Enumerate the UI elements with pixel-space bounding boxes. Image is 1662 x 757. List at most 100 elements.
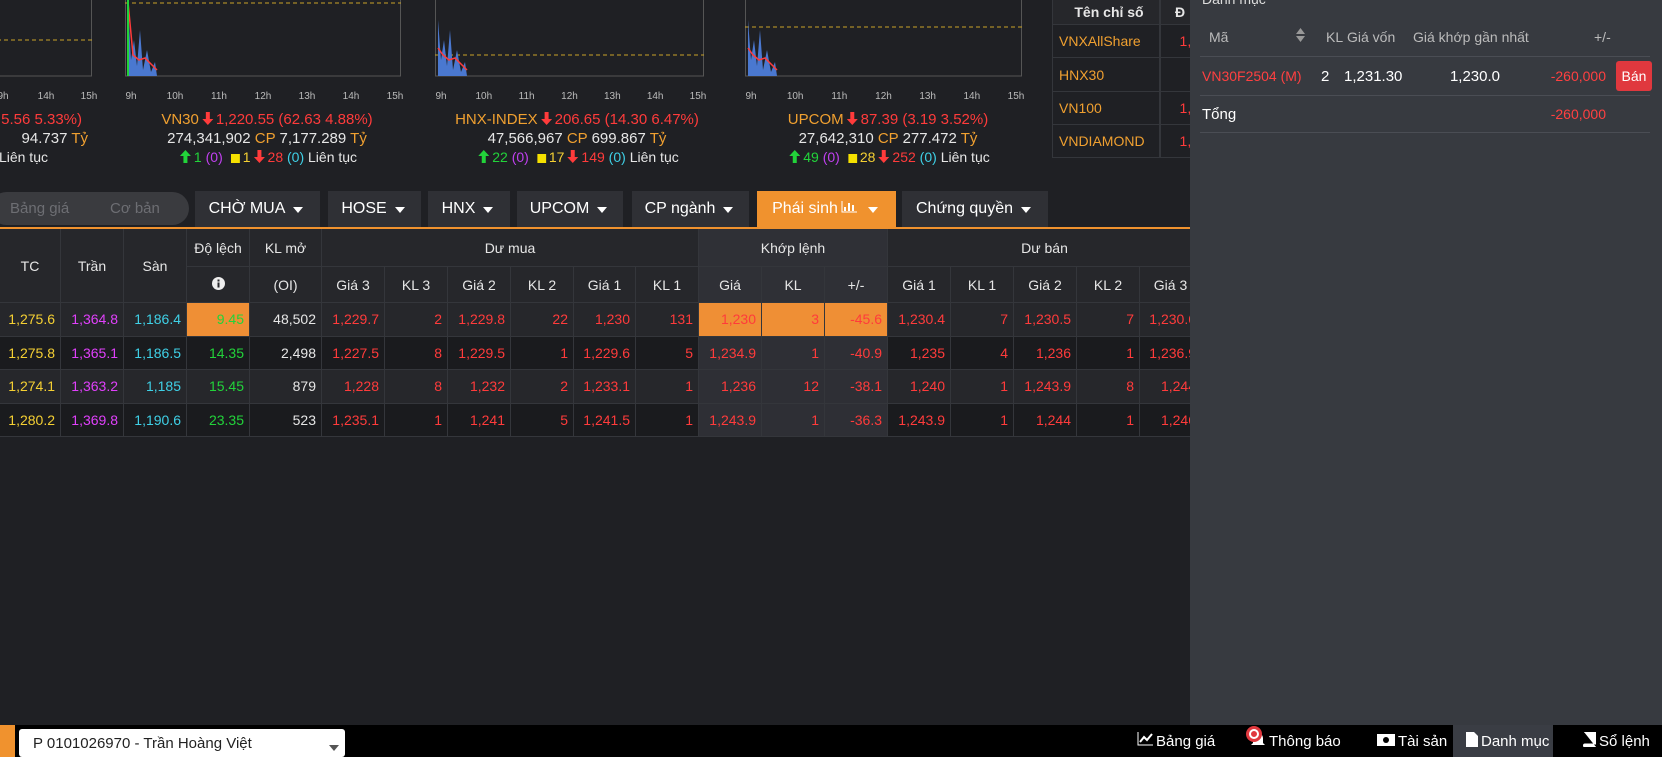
table-cell: 1,243.9 (888, 403, 951, 437)
sub-header: Giá 1 (574, 267, 636, 303)
group-header: Khớp lệnh (699, 229, 888, 267)
portfolio-header: Giá khớp gần nhất (1413, 29, 1529, 45)
down-arrow (201, 111, 213, 129)
tab[interactable]: CHỜ MUA (195, 191, 320, 227)
table-cell: 879 (250, 370, 322, 404)
footer-marker (0, 725, 15, 757)
nav-icon (1582, 731, 1597, 751)
account-text: P 0101026970 - Trần Hoàng Việt (33, 735, 252, 752)
sub-header: KL 1 (951, 267, 1014, 303)
index-volume-line: 94.737 Tỷ (22, 130, 88, 147)
total-label: Tổng (1202, 106, 1237, 123)
quantity: 2 (1321, 68, 1330, 85)
nav-item[interactable]: Tài sản (1364, 725, 1457, 757)
portfolio-header: Giá vốn (1347, 29, 1396, 45)
up-note: (0) (205, 149, 223, 165)
nav-item[interactable]: Bảng giá (1124, 725, 1225, 757)
footer-bar: P 0101026970 - Trần Hoàng Việt Bảng giá Th… (0, 725, 1662, 757)
time-label: 12h (875, 91, 892, 102)
sell-button[interactable]: Bán (1616, 61, 1652, 91)
caret (867, 200, 878, 218)
sub-header: Giá 1 (888, 267, 951, 303)
table-cell: 523 (250, 403, 322, 437)
table-cell: 8 (385, 336, 448, 370)
nav-icon (1137, 732, 1153, 750)
panel-title: Danh mục (1202, 0, 1266, 7)
value: 699.867 (591, 130, 646, 147)
up-note: (0) (822, 149, 840, 165)
tab-label: CHỜ MUA (208, 200, 286, 217)
time-label: 13h (298, 91, 316, 102)
table-cell: 1,236 (699, 370, 762, 404)
down-count: 252 (892, 149, 916, 165)
tab[interactable]: CP ngành (632, 191, 749, 227)
table-cell: 2,498 (250, 336, 322, 370)
table-cell: 1,186.5 (124, 336, 187, 370)
caret (394, 200, 405, 218)
table-cell: 1 (511, 336, 574, 370)
table-cell: 1,275.8 (0, 336, 61, 370)
nav-item[interactable]: Danh mục (1453, 725, 1553, 757)
index-change: 5.56 5.33%) (1, 111, 82, 128)
table-cell: 48,502 (250, 303, 322, 337)
index-volume-line: 274,341,902 CP 7,177.289 Tỷ (167, 130, 367, 147)
time-label: 11h (831, 91, 848, 102)
up-count: 22 (492, 149, 508, 165)
table-cell: 1,230 (574, 303, 636, 337)
table-cell: 1,190.6 (124, 403, 187, 437)
tab[interactable]: HNX (428, 191, 510, 227)
down-arrow (567, 150, 579, 166)
index-table-header: Đ (1160, 0, 1190, 25)
table-cell: 1,235 (888, 336, 951, 370)
table-cell: 1,230 (699, 303, 762, 337)
column-header: KL mở (250, 229, 322, 267)
group-header: Dư mua (322, 229, 699, 267)
cost-price: 1,231.30 (1344, 68, 1403, 85)
nav-label: Danh mục (1481, 732, 1550, 750)
index-change-line: HNX-INDEX 206.65 (14.30 6.47%) (455, 111, 699, 129)
tab[interactable]: Phái sinh (757, 191, 896, 227)
search-box[interactable]: Bảng giá Cơ bản (0, 192, 189, 225)
index-name: HNX-INDEX (455, 111, 538, 128)
time-label: 14h (963, 91, 981, 102)
divider (1200, 132, 1650, 133)
tab-label: CP ngành (644, 200, 716, 217)
ref-square (536, 150, 546, 166)
tab[interactable]: HOSE (328, 191, 421, 227)
account-select[interactable]: P 0101026970 - Trần Hoàng Việt (19, 729, 345, 757)
sub-header: KL 3 (385, 267, 448, 303)
value: 277.472 (902, 130, 957, 147)
time-label: 9h (125, 91, 137, 102)
status: Liên tục (308, 149, 358, 165)
table-cell: 1,275.6 (0, 303, 61, 337)
index-volume-line: 27,642,310 CP 277.472 Tỷ (799, 130, 978, 147)
sort-icon (1293, 28, 1308, 46)
board: 9h 14h 15h 5.56 5.33%) 94.737 Tỷ 0) Liên tục 9… (0, 0, 1190, 437)
total-value: -260,000 (1550, 106, 1606, 122)
table-cell: 1,280.2 (0, 403, 61, 437)
sub-header: Giá 3 (322, 267, 385, 303)
ref-count: 28 (859, 149, 876, 165)
table-cell: 8 (1077, 370, 1140, 404)
caret (329, 738, 339, 755)
time-label: 9h (435, 91, 447, 102)
tab[interactable]: Chứng quyền (902, 191, 1048, 227)
table-cell: 1,235.1 (322, 403, 385, 437)
table-cell: 1,234.9 (699, 336, 762, 370)
volume: 47,566,967 (487, 130, 563, 147)
time-label: 15h (1007, 91, 1025, 102)
tab[interactable]: UPCOM (517, 191, 623, 227)
column-header: TC (0, 229, 61, 303)
tab-label: UPCOM (529, 200, 590, 217)
tab-label: Chứng quyền (916, 200, 1013, 217)
index-table-header: Tên chỉ số (1052, 0, 1160, 25)
nav-item[interactable]: Sổ lệnh (1569, 725, 1660, 757)
table-cell: 1,230.4 (888, 303, 951, 337)
table-cell: 1,244 (1140, 370, 1190, 404)
sub-header: KL 2 (1077, 267, 1140, 303)
table-cell: -45.6 (825, 303, 888, 337)
table-cell: 23.35 (187, 403, 250, 437)
column-header: Sàn (124, 229, 187, 303)
table-cell: 1,236.9 (1140, 336, 1190, 370)
